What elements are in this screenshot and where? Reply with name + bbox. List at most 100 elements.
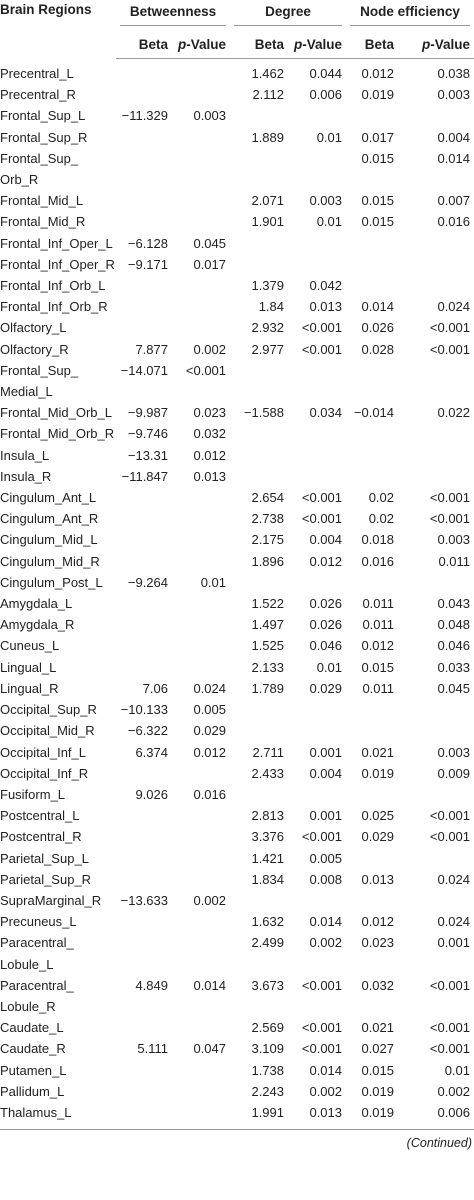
value-cell: 1.421 [251,850,285,866]
value-cell: <0.001 [301,1041,343,1057]
value-cell: 0.006 [309,87,343,103]
table-row: Insula_R −11.847 0.013 [0,466,474,487]
region-cell: Frontal_Inf_Oper_R [0,256,115,272]
value-cell: 0.019 [346,1101,399,1131]
value-cell: 0.017 [361,129,395,145]
value-cell: 4.849 [135,977,168,993]
value-cell: 0.01 [316,659,343,675]
region-cell: SupraMarginal_R [0,892,102,908]
region-cell: Frontal_Sup_R [0,129,88,145]
region-cell: Caudate_R [0,1041,66,1057]
value-cell [172,635,230,656]
value-cell [288,699,346,720]
group-header-text: Degree [234,4,343,26]
table-row: Cuneus_L 1.525 0.046 0.012 0.046 [0,635,474,656]
value-cell: <0.001 [301,320,343,336]
table-row: Precentral_R 2.112 0.006 0.019 0.003 [0,84,474,105]
value-cell: 0.003 [437,744,471,760]
value-cell: 0.009 [437,765,471,781]
value-cell: 0.001 [309,744,343,760]
value-cell [346,423,398,444]
value-cell: 0.023 [361,935,395,951]
table-row: Paracentral_ Lobule_R 4.849 0.014 3.673 <0.0… [0,975,474,1017]
sub-header: Beta [230,30,289,59]
value-cell: <0.001 [301,977,343,993]
value-cell [288,105,346,126]
value-cell [172,275,230,296]
value-cell: <0.001 [429,808,471,824]
value-cell: 0.004 [309,765,343,781]
value-cell [116,296,172,317]
value-cell [288,423,346,444]
value-cell: 0.011 [362,680,395,696]
value-cell: 0.045 [437,680,471,696]
value-cell: 2.738 [251,511,285,527]
region-cell: Insula_L [0,447,50,463]
value-cell: −9.746 [127,426,168,442]
region-cell: Postcentral_R [0,829,82,845]
region-cell: Occipital_Inf_R [0,765,89,781]
value-cell: 7.06 [142,680,168,696]
value-cell: 0.003 [309,193,343,209]
table-row: Cingulum_Ant_R 2.738 <0.001 0.02 <0.001 [0,508,474,529]
value-cell [230,148,288,190]
group-header-text: Betweenness [120,4,227,26]
value-cell: −6.322 [127,723,168,739]
value-cell: 0.011 [362,596,395,612]
region-cell: Amygdala_L [0,596,73,612]
value-cell [172,551,230,572]
value-cell [116,869,172,890]
value-cell: <0.001 [301,511,343,527]
value-cell [116,1081,172,1102]
table-row: Lingual_R 7.06 0.024 1.789 0.029 0.011 0.045 [0,678,474,699]
table-row: Frontal_Inf_Oper_R −9.171 0.017 [0,254,474,275]
region-cell: Parietal_Sup_R [0,871,92,887]
value-cell: 0.002 [309,1083,343,1099]
value-cell [398,105,474,126]
value-cell [116,614,172,635]
value-cell [230,784,288,805]
value-cell [346,105,398,126]
value-cell [116,593,172,614]
region-cell: Frontal_Sup_ Orb_R [0,150,79,188]
sub-header: Beta [346,30,399,59]
table-row: Paracentral_ Lobule_L 2.499 0.002 0.023 0.00… [0,932,474,974]
value-cell: 0.004 [437,129,471,145]
value-cell [288,572,346,593]
value-cell: 0.012 [309,553,343,569]
region-cell: Paracentral_ Lobule_L [0,935,74,972]
region-cell: Cingulum_Ant_L [0,490,97,506]
value-cell [398,890,474,911]
region-cell: Frontal_Inf_Orb_L [0,278,106,294]
value-cell: 0.029 [193,723,227,739]
value-cell: 0.026 [309,617,343,633]
value-cell: 0.011 [362,617,395,633]
value-cell [398,720,474,741]
value-cell [116,826,172,847]
table-row: Thalamus_L 1.991 0.013 0.019 0.006 [0,1101,474,1131]
value-cell: 0.001 [309,808,343,824]
table-row: Occipital_Inf_L 6.374 0.012 2.711 0.001 0.021… [0,742,474,763]
value-cell [172,487,230,508]
table-body: Precentral_L 1.462 0.044 0.012 0.038 Precentr… [0,59,474,1131]
value-cell [288,445,346,466]
value-cell: 0.044 [309,66,343,81]
value-cell: 0.016 [193,786,227,802]
value-cell: 0.022 [437,405,471,421]
region-cell: Frontal_Sup_ Medial_L [0,362,79,400]
value-cell [172,508,230,529]
value-cell [116,317,172,338]
value-cell [288,466,346,487]
value-cell: 0.014 [309,914,343,930]
value-cell: 1.84 [258,299,285,315]
value-cell: 2.112 [252,87,285,103]
value-cell: 1.525 [251,638,285,654]
value-cell: 0.034 [309,405,343,421]
region-cell: Caudate_L [0,1020,64,1036]
value-cell: 1.991 [230,1101,289,1131]
table-row: Frontal_Sup_L −11.329 0.003 [0,105,474,126]
value-cell [172,211,230,232]
value-cell: 0.001 [437,935,471,951]
value-cell: 0.003 [437,532,471,548]
value-cell [116,529,172,550]
